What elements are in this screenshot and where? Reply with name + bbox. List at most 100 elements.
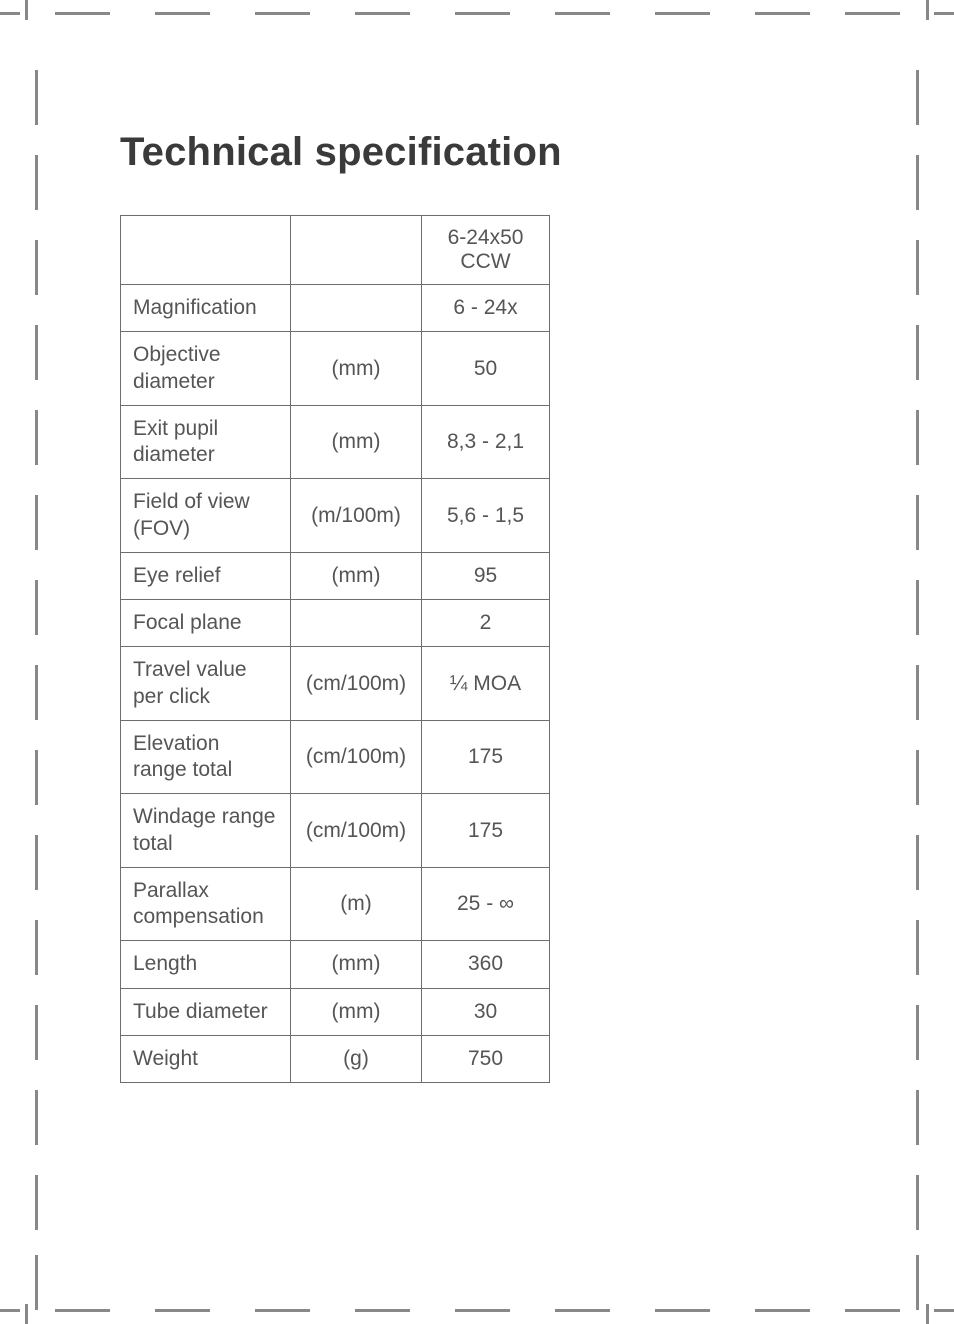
crop-mark xyxy=(35,240,38,295)
cell-value: 95 xyxy=(422,552,550,599)
cell-unit xyxy=(291,285,422,332)
cell-value: 750 xyxy=(422,1035,550,1082)
header-unit xyxy=(291,216,422,285)
crop-mark xyxy=(916,495,919,550)
crop-mark xyxy=(916,1005,919,1060)
cell-value: 5,6 - 1,5 xyxy=(422,479,550,553)
crop-mark xyxy=(934,12,954,15)
cell-unit: (mm) xyxy=(291,941,422,988)
crop-mark xyxy=(916,155,919,210)
crop-mark xyxy=(916,750,919,805)
cell-value: 8,3 - 2,1 xyxy=(422,405,550,479)
crop-mark xyxy=(455,12,510,15)
header-val: 6-24x50 CCW xyxy=(422,216,550,285)
crop-mark xyxy=(35,1005,38,1060)
table-row: Objective diameter(mm)50 xyxy=(121,332,550,406)
crop-mark xyxy=(555,12,610,15)
cell-value: 25 - ∞ xyxy=(422,867,550,941)
cell-param: Objective diameter xyxy=(121,332,291,406)
cell-unit: (mm) xyxy=(291,988,422,1035)
crop-mark xyxy=(35,1175,38,1230)
cell-param: Tube diameter xyxy=(121,988,291,1035)
cell-value: 50 xyxy=(422,332,550,406)
crop-mark xyxy=(916,240,919,295)
cell-param: Exit pupil diameter xyxy=(121,405,291,479)
table-row: Windage range total(cm/100m)175 xyxy=(121,794,550,868)
cell-value: ¼ MOA xyxy=(422,647,550,721)
cell-value: 6 - 24x xyxy=(422,285,550,332)
table-row: Tube diameter(mm)30 xyxy=(121,988,550,1035)
cell-param: Focal plane xyxy=(121,600,291,647)
cell-unit xyxy=(291,600,422,647)
crop-mark xyxy=(25,0,28,20)
cell-unit: (cm/100m) xyxy=(291,794,422,868)
crop-mark xyxy=(655,12,710,15)
crop-mark xyxy=(916,835,919,890)
cell-value: 175 xyxy=(422,794,550,868)
header-param xyxy=(121,216,291,285)
crop-mark xyxy=(926,0,929,20)
table-row: Elevation range total(cm/100m)175 xyxy=(121,720,550,794)
crop-mark xyxy=(926,1304,929,1324)
crop-mark xyxy=(455,1309,510,1312)
cell-unit: (m) xyxy=(291,867,422,941)
crop-mark xyxy=(0,1309,20,1312)
crop-mark xyxy=(0,12,20,15)
crop-mark xyxy=(355,12,410,15)
crop-mark xyxy=(916,70,919,125)
crop-mark xyxy=(35,70,38,125)
page-content: Technical specification 6-24x50 CCW Magn… xyxy=(120,130,840,1083)
cell-param: Field of view (FOV) xyxy=(121,479,291,553)
crop-mark xyxy=(916,580,919,635)
cell-unit: (mm) xyxy=(291,405,422,479)
cell-param: Windage range total xyxy=(121,794,291,868)
cell-unit: (mm) xyxy=(291,552,422,599)
cell-param: Travel value per click xyxy=(121,647,291,721)
crop-mark xyxy=(55,12,110,15)
crop-mark xyxy=(35,410,38,465)
crop-mark xyxy=(916,665,919,720)
cell-param: Elevation range total xyxy=(121,720,291,794)
table-row: Eye relief(mm)95 xyxy=(121,552,550,599)
crop-mark xyxy=(255,12,310,15)
table-row: Field of view (FOV)(m/100m)5,6 - 1,5 xyxy=(121,479,550,553)
crop-mark xyxy=(55,1309,110,1312)
cell-unit: (m/100m) xyxy=(291,479,422,553)
cell-unit: (cm/100m) xyxy=(291,720,422,794)
cell-param: Parallax compensation xyxy=(121,867,291,941)
table-row: Focal plane 2 xyxy=(121,600,550,647)
crop-mark xyxy=(35,920,38,975)
cell-value: 30 xyxy=(422,988,550,1035)
cell-value: 2 xyxy=(422,600,550,647)
crop-mark xyxy=(755,1309,810,1312)
crop-mark xyxy=(155,1309,210,1312)
crop-mark xyxy=(255,1309,310,1312)
crop-mark xyxy=(25,1304,28,1324)
crop-mark xyxy=(916,1175,919,1230)
cell-param: Length xyxy=(121,941,291,988)
cell-unit: (cm/100m) xyxy=(291,647,422,721)
cell-param: Magnification xyxy=(121,285,291,332)
cell-unit: (mm) xyxy=(291,332,422,406)
table-row: Length(mm)360 xyxy=(121,941,550,988)
spec-table: 6-24x50 CCW Magnification6 - 24xObjectiv… xyxy=(120,215,550,1083)
table-row: Exit pupil diameter(mm)8,3 - 2,1 xyxy=(121,405,550,479)
crop-mark xyxy=(916,410,919,465)
table-row: Magnification 6 - 24x xyxy=(121,285,550,332)
crop-mark xyxy=(555,1309,610,1312)
crop-mark xyxy=(35,325,38,380)
crop-mark xyxy=(916,920,919,975)
crop-mark xyxy=(916,1255,919,1310)
crop-mark xyxy=(35,580,38,635)
table-row: Travel value per click(cm/100m)¼ MOA xyxy=(121,647,550,721)
page-title: Technical specification xyxy=(120,130,840,175)
crop-mark xyxy=(35,665,38,720)
crop-mark xyxy=(845,12,900,15)
crop-mark xyxy=(35,495,38,550)
crop-mark xyxy=(155,12,210,15)
cell-unit: (g) xyxy=(291,1035,422,1082)
cell-value: 175 xyxy=(422,720,550,794)
crop-mark xyxy=(755,12,810,15)
cell-param: Weight xyxy=(121,1035,291,1082)
crop-mark xyxy=(355,1309,410,1312)
